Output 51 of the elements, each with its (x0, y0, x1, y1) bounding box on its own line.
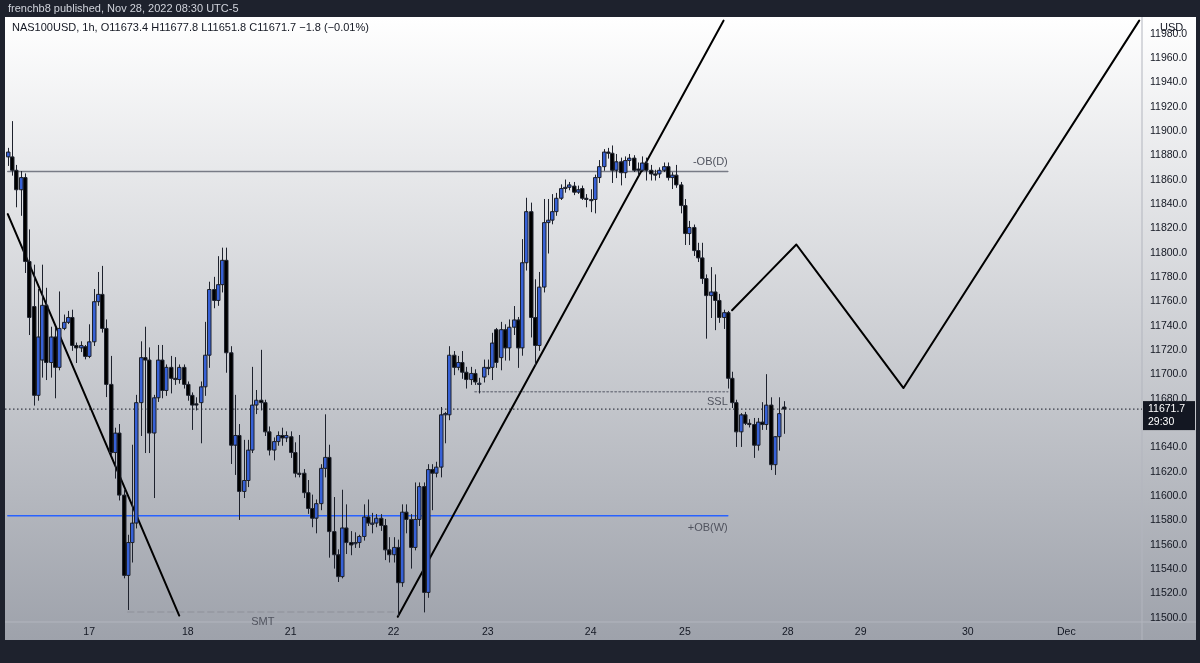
candlestick (490, 332, 495, 381)
y-tick-label: 11860.0 (1150, 172, 1188, 185)
x-tick-label: 25 (679, 624, 691, 637)
y-tick-label: 11640.0 (1150, 440, 1188, 453)
y-tick-label: 11920.0 (1150, 99, 1188, 112)
x-tick-label: 21 (284, 624, 297, 637)
y-tick-label: 11500.0 (1150, 610, 1188, 623)
candlestick (653, 169, 658, 181)
y-tick-label: 11800.0 (1150, 245, 1188, 258)
y-tick-label: 11900.0 (1150, 124, 1188, 137)
candlestick (383, 518, 388, 561)
y-tick-label: 11960.0 (1150, 51, 1188, 64)
y-tick-label: 11580.0 (1150, 513, 1188, 526)
ref-line-label: 11671.7 (1148, 401, 1186, 414)
y-tick-label: 11940.0 (1150, 75, 1188, 88)
candlestick (340, 489, 345, 579)
y-tick-label: 11880.0 (1150, 148, 1188, 161)
y-tick-label: 11720.0 (1150, 343, 1188, 356)
candlestick (280, 427, 285, 446)
series-label: SMT (251, 614, 275, 627)
y-tick-label: 11780.0 (1150, 270, 1188, 283)
y-tick-label: 11840.0 (1150, 197, 1188, 210)
y-tick-label: 11560.0 (1150, 537, 1188, 550)
x-tick-label: 28 (781, 624, 794, 637)
x-tick-label: 22 (387, 624, 400, 637)
text: NAS100USD, 1h, O11673.4 H11677.8 L11651.8 C11671.7 −1.8 (−0.01%) (12, 21, 369, 33)
chart-subtitle: frenchb8 published, Nov 28, 2022 08:30 UTC-5 (8, 2, 239, 14)
x-tick-label: 23 (481, 624, 494, 637)
candlestick (610, 145, 615, 183)
x-tick-label: 24 (584, 624, 597, 637)
text: 29:30 (1148, 414, 1175, 427)
y-tick-label: 11760.0 (1150, 294, 1188, 307)
x-tick-label: 18 (181, 624, 194, 637)
x-tick-label: 17 (83, 624, 96, 637)
y-tick-label: 11680.0 (1150, 391, 1188, 404)
y-tick-label: 11620.0 (1150, 464, 1188, 477)
series-label: -OB(D) (692, 155, 728, 168)
x-tick-label: Dec (1057, 624, 1076, 637)
y-tick-label: 11600.0 (1150, 489, 1188, 502)
candlestick (482, 359, 487, 383)
series-label: SSL (706, 394, 728, 407)
x-tick-label: 30 (961, 624, 974, 637)
line-series (731, 19, 1141, 390)
y-tick-label: 11520.0 (1150, 586, 1188, 599)
series-label: +OB(W) (687, 520, 728, 533)
y-tick-label: 11740.0 (1150, 318, 1188, 331)
candlestick (160, 344, 165, 399)
y-tick-label: 11700.0 (1150, 367, 1188, 380)
y-tick-label: 11540.0 (1150, 562, 1188, 575)
x-tick-label: 29 (854, 624, 867, 637)
y-tick-label: 11820.0 (1150, 221, 1188, 234)
